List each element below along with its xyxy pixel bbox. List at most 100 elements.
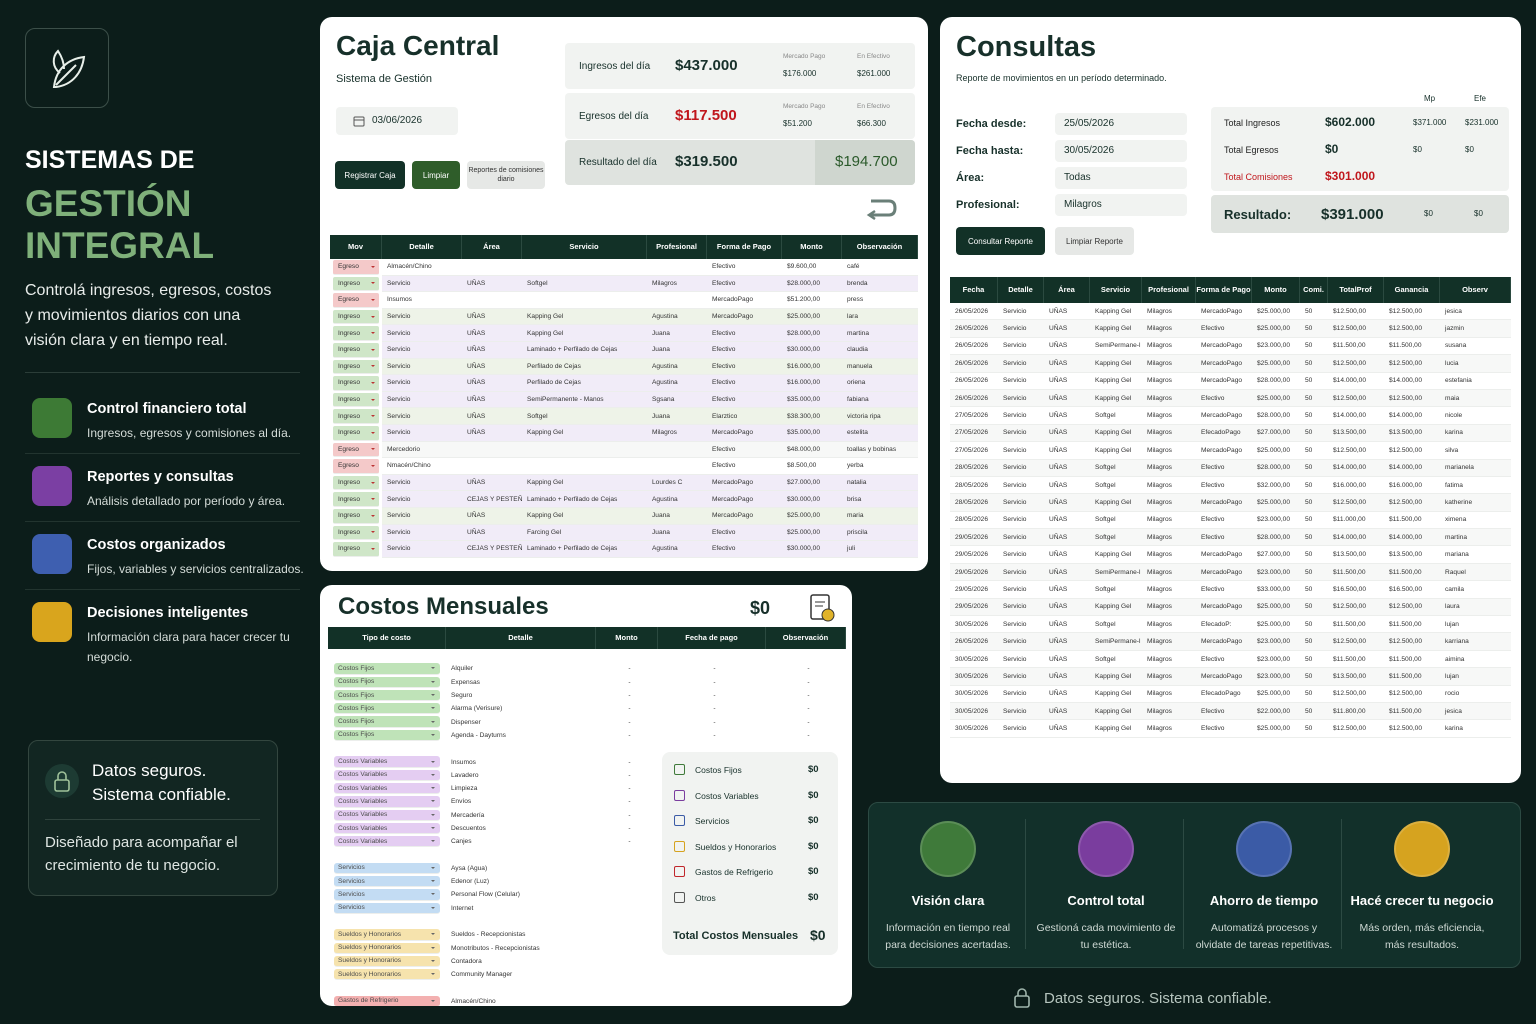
- table-cell: Servicio: [998, 563, 1044, 582]
- type-badge[interactable]: Sueldos y Honorarios: [334, 929, 440, 941]
- result-label: Resultado del día: [579, 157, 657, 168]
- table-cell: Servicio: [998, 442, 1044, 460]
- table-cell: Kapping Gel: [1090, 303, 1142, 321]
- table-cell: MercadoPago: [1196, 598, 1252, 617]
- date-field[interactable]: 03/06/2026: [336, 107, 458, 135]
- type-badge[interactable]: Servicios: [334, 889, 440, 901]
- type-badge[interactable]: Servicios: [334, 876, 440, 888]
- type-badge[interactable]: Costos Variables: [334, 769, 440, 781]
- column-header: Monto: [1252, 277, 1300, 303]
- type-badge[interactable]: Costos Fijos: [334, 676, 440, 688]
- button[interactable]: Registrar Caja: [335, 161, 405, 189]
- table-cell: MercadoPago: [1196, 303, 1252, 321]
- table-cell: Efectivo: [707, 524, 782, 542]
- table-cell: Almacén/Chino: [451, 997, 496, 1005]
- table-cell: Kapping Gel: [1090, 372, 1142, 390]
- button[interactable]: Consultar Reporte: [956, 227, 1045, 255]
- type-badge[interactable]: Sueldos y Honorarios: [334, 969, 440, 981]
- table-cell: maria: [842, 507, 918, 525]
- type-badge[interactable]: Costos Fijos: [334, 716, 440, 728]
- table-cell: $48.000,00: [782, 441, 842, 459]
- table-cell: -: [807, 692, 810, 700]
- table-cell: [462, 458, 522, 475]
- button[interactable]: Limpiar Reporte: [1055, 227, 1134, 255]
- table-cell: Milagros: [1142, 581, 1196, 599]
- calendar-icon: [353, 116, 365, 127]
- type-badge[interactable]: Costos Variables: [334, 822, 440, 835]
- table-cell: UÑAS: [1044, 389, 1090, 408]
- table-cell: 28/05/2026: [950, 494, 998, 512]
- column-header: Profesional: [647, 235, 707, 259]
- table-cell: $12.500,00: [1328, 442, 1384, 460]
- table-cell: priscila: [842, 524, 918, 542]
- button[interactable]: Reportes de comisiones diario: [467, 161, 545, 189]
- table-cell: Softgel: [1090, 581, 1142, 599]
- type-badge[interactable]: Costos Variables: [334, 756, 440, 768]
- table-cell: UÑAS: [462, 474, 522, 492]
- type-badge[interactable]: Sueldos y Honorarios: [334, 942, 440, 954]
- table-cell: Juana: [647, 524, 707, 542]
- table-cell: Kapping Gel: [522, 308, 647, 326]
- table-cell: Juana: [647, 341, 707, 359]
- table-cell: 30/05/2026: [950, 685, 998, 703]
- table-cell: 30/05/2026: [950, 720, 998, 738]
- type-badge[interactable]: Sueldos y Honorarios: [334, 955, 440, 968]
- table-cell: 50: [1300, 372, 1328, 390]
- table-cell: 50: [1300, 442, 1328, 460]
- button[interactable]: Limpiar: [412, 161, 460, 189]
- type-badge[interactable]: Costos Fijos: [334, 663, 440, 675]
- filter-label: Área:: [956, 172, 985, 184]
- type-badge[interactable]: Servicios: [334, 902, 440, 914]
- table-cell: lujan: [1440, 668, 1511, 686]
- type-badge[interactable]: Gastos de Refrigerio: [334, 995, 440, 1006]
- table-cell: 50: [1300, 668, 1328, 686]
- table-cell: Servicio: [382, 375, 462, 392]
- column-header: TotalProf: [1328, 277, 1384, 303]
- type-badge[interactable]: Costos Fijos: [334, 703, 440, 715]
- table-cell: Personal Flow (Celular): [451, 891, 520, 899]
- filter-field[interactable]: 25/05/2026: [1055, 113, 1187, 135]
- type-badge[interactable]: Costos Fijos: [334, 729, 440, 742]
- table-cell: Milagros: [1142, 459, 1196, 477]
- table-cell: $11.500,00: [1328, 563, 1384, 582]
- summary-value: $117.500: [675, 107, 737, 124]
- undo-icon[interactable]: [865, 195, 899, 221]
- column-header: Observación: [766, 627, 846, 649]
- caja-table: Mov Detalle Área Servicio Profesional Forma d…: [330, 235, 918, 558]
- table-cell: Egreso: [333, 293, 379, 308]
- filter-field[interactable]: Todas: [1055, 167, 1187, 189]
- table-cell: Elarztico: [707, 408, 782, 425]
- type-badge[interactable]: Costos Fijos: [334, 689, 440, 702]
- table-cell: Ingreso: [333, 326, 379, 341]
- type-badge[interactable]: Costos Variables: [334, 782, 440, 795]
- table-cell: Milagros: [1142, 616, 1196, 634]
- table-cell: aimina: [1440, 650, 1511, 669]
- filter-field[interactable]: 30/05/2026: [1055, 140, 1187, 162]
- table-cell: 29/05/2026: [950, 546, 998, 564]
- table-cell: Servicio: [998, 303, 1044, 321]
- column-header: Observación: [842, 235, 918, 259]
- table-cell: 50: [1300, 337, 1328, 356]
- table-cell: MercadoPago: [1196, 494, 1252, 512]
- benefit-icon: [1236, 821, 1292, 877]
- table-cell: toallas y bobinas: [842, 441, 918, 459]
- table-cell: Milagros: [1142, 355, 1196, 373]
- table-cell: $30.000,00: [782, 341, 842, 359]
- table-cell: Aysa (Agua): [451, 864, 488, 872]
- type-badge[interactable]: Costos Variables: [334, 836, 440, 848]
- table-cell: Ingreso: [333, 376, 379, 391]
- benefit-desc: Más orden, más eficiencia, más resultado…: [1359, 922, 1485, 951]
- table-cell: Milagros: [1142, 633, 1196, 651]
- type-badge[interactable]: Servicios: [334, 862, 440, 875]
- column-header: Ganancia: [1384, 277, 1440, 303]
- type-badge[interactable]: Costos Variables: [334, 796, 440, 808]
- table-cell: -: [628, 838, 631, 846]
- benefit-title: Hacé crecer tu negocio: [1350, 893, 1494, 908]
- table-cell: Milagros: [1142, 511, 1196, 530]
- table-cell: $12.500,00: [1328, 598, 1384, 617]
- type-badge[interactable]: Costos Variables: [334, 809, 440, 821]
- total-label: Total Comisiones: [1224, 172, 1293, 182]
- costos-table: Tipo de costo Detalle Monto Fecha de pago Ob…: [328, 627, 846, 1006]
- filter-field[interactable]: Milagros: [1055, 194, 1187, 216]
- table-cell: martina: [842, 325, 918, 342]
